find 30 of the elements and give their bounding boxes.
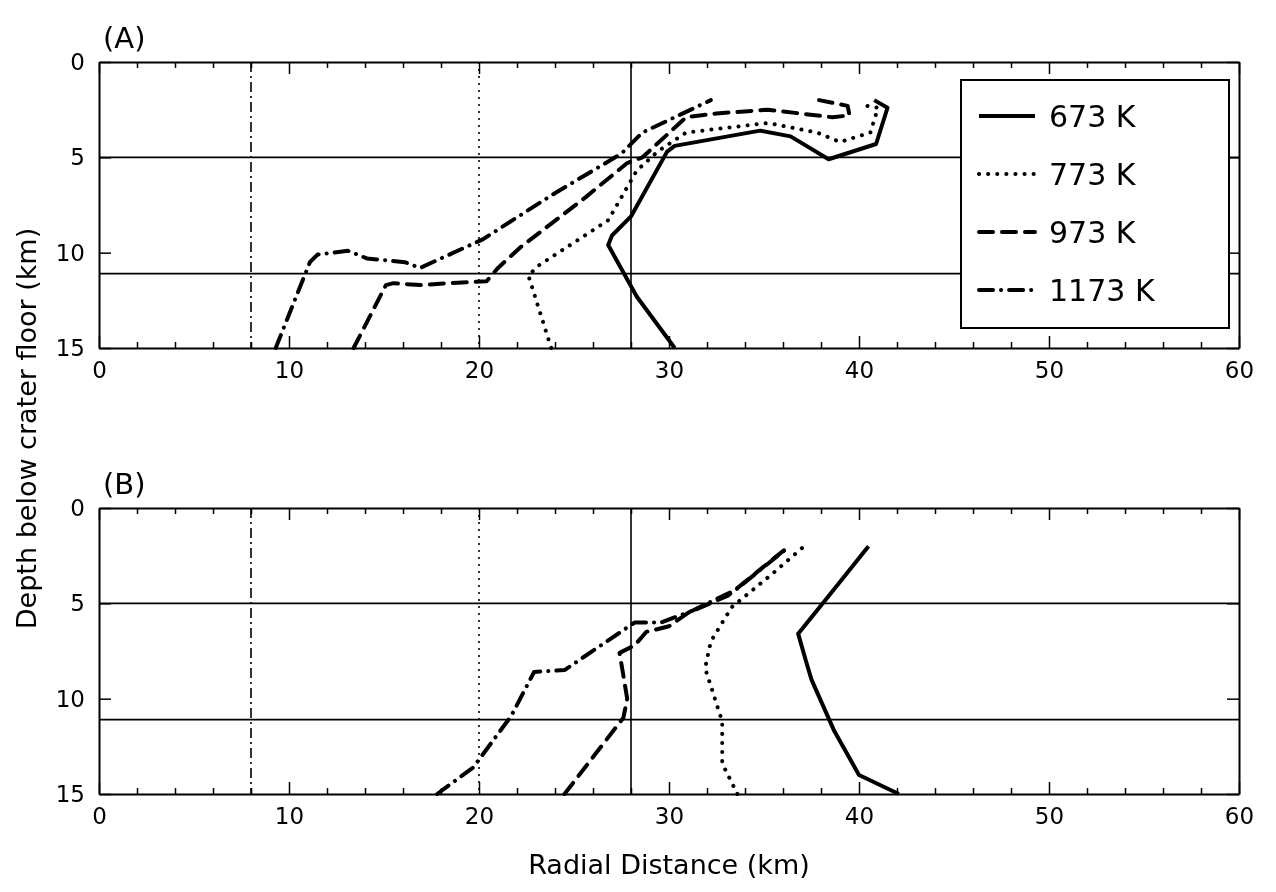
- y-tick-label: 10: [55, 239, 85, 266]
- y-axis-title: Depth below crater floor (km): [11, 227, 42, 630]
- x-tick-label: 40: [844, 803, 875, 830]
- x-tick-label: 10: [274, 357, 305, 384]
- x-tick-label: 40: [844, 357, 875, 384]
- chart-title: (B): [103, 467, 146, 501]
- legend-label: 1173 K: [1049, 273, 1156, 308]
- y-tick-label: 15: [55, 334, 85, 361]
- y-tick-label: 0: [70, 494, 85, 521]
- y-tick-label: 5: [70, 590, 85, 617]
- y-tick-label: 10: [55, 685, 85, 712]
- x-tick-label: 0: [92, 357, 107, 384]
- x-tick-label: 30: [654, 357, 685, 384]
- y-tick-label: 5: [70, 144, 85, 171]
- chart-title: (A): [103, 21, 146, 55]
- x-tick-label: 60: [1224, 357, 1255, 384]
- x-tick-label: 30: [654, 803, 685, 830]
- legend-label: 773 K: [1049, 157, 1137, 192]
- x-tick-label: 20: [464, 357, 495, 384]
- x-tick-label: 10: [274, 803, 305, 830]
- legend-label: 673 K: [1049, 99, 1137, 134]
- y-tick-label: 0: [70, 48, 85, 75]
- x-tick-label: 60: [1224, 803, 1255, 830]
- x-tick-label: 0: [92, 803, 107, 830]
- x-tick-label: 50: [1034, 803, 1065, 830]
- legend-label: 973 K: [1049, 215, 1137, 250]
- x-tick-label: 50: [1034, 357, 1065, 384]
- x-tick-label: 20: [464, 803, 495, 830]
- y-tick-label: 15: [55, 780, 85, 807]
- x-axis-title: Radial Distance (km): [528, 849, 810, 880]
